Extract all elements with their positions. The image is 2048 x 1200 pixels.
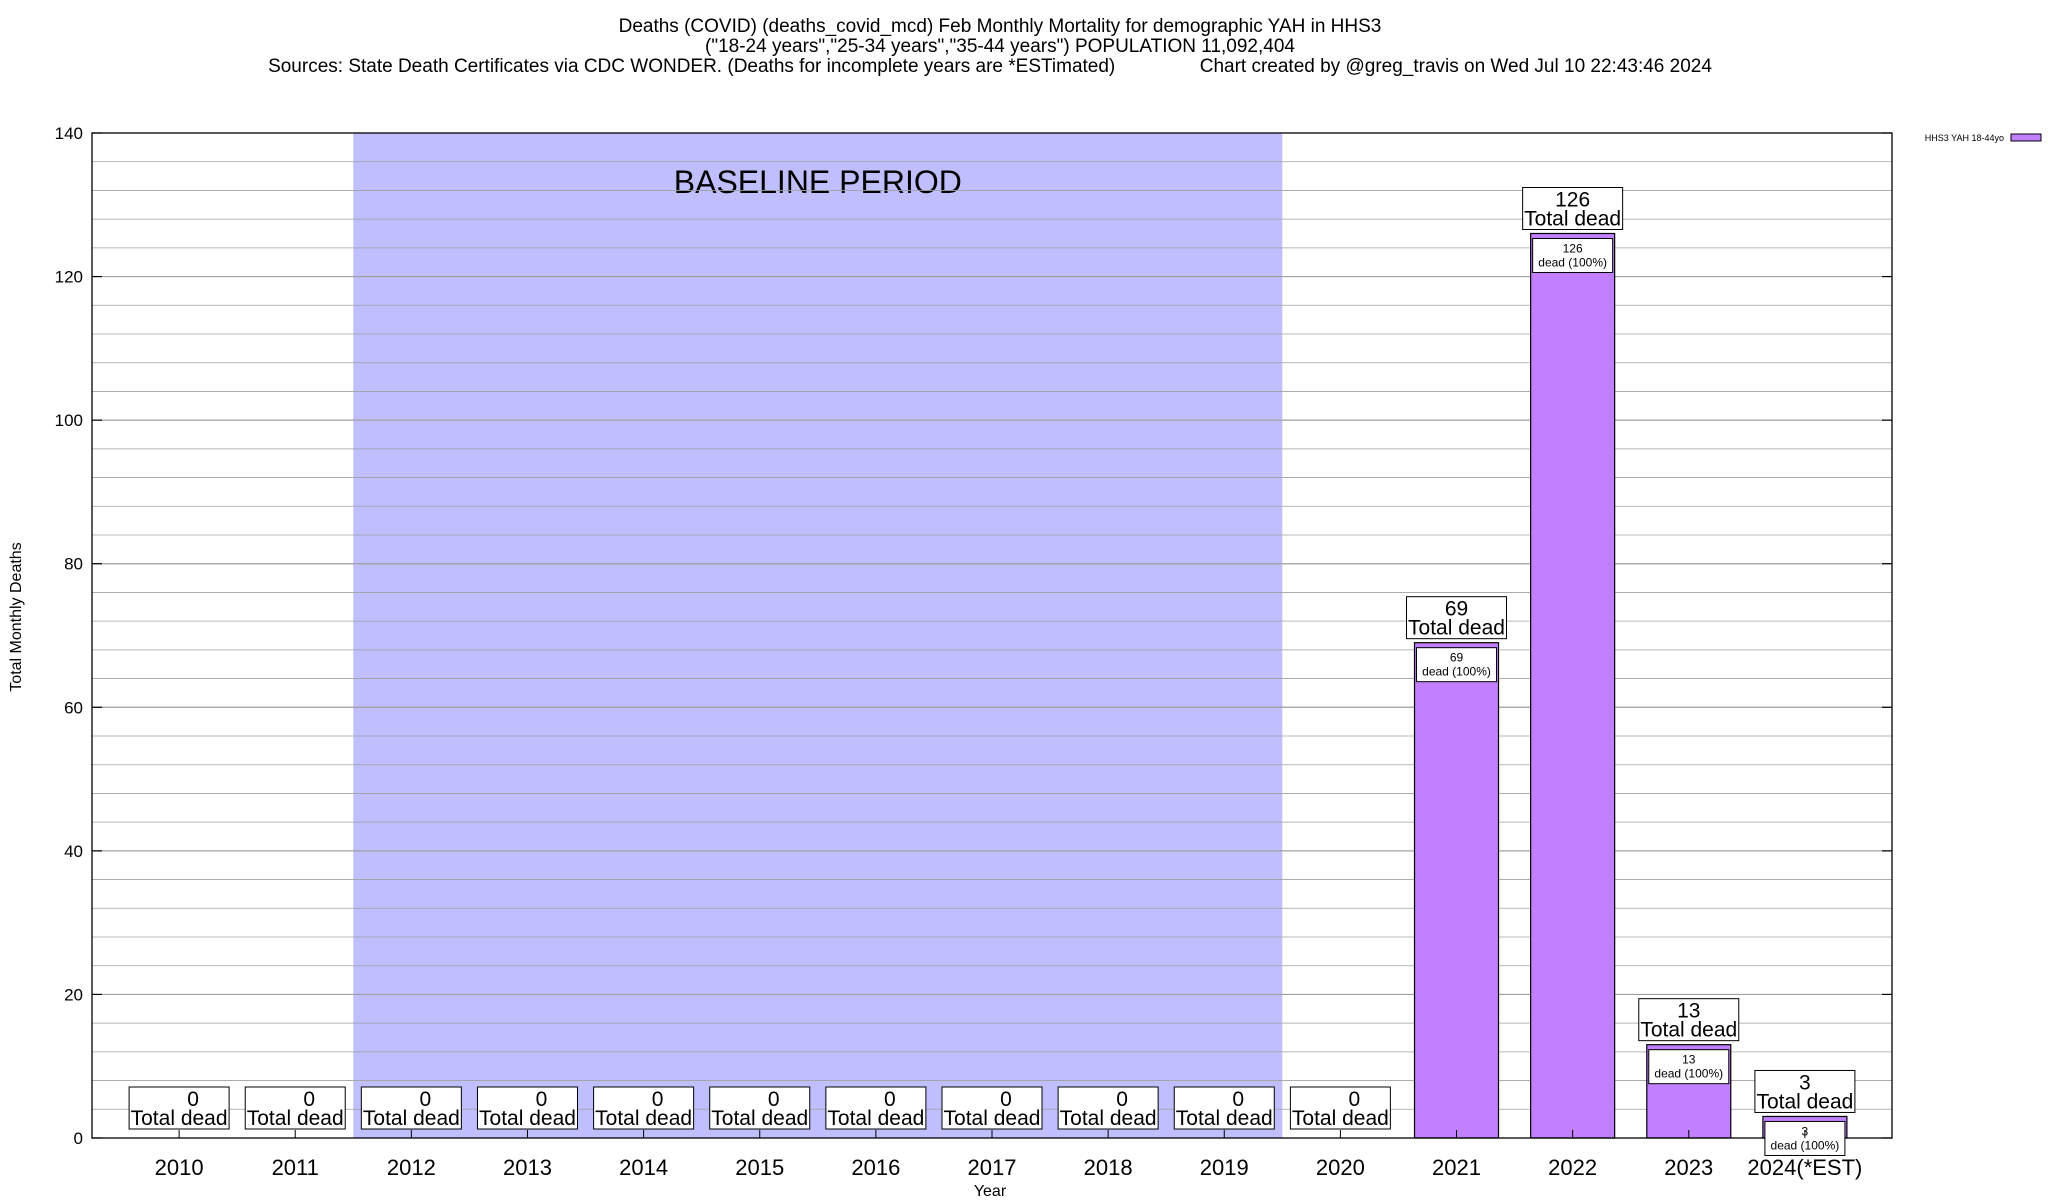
total-value-label: 0 [420, 1088, 432, 1111]
bar [1530, 232, 1616, 1139]
x-axis-label: Year [974, 1183, 1007, 1200]
total-value-label: 0 [884, 1088, 896, 1111]
legend: HHS3 YAH 18-44yo [1925, 133, 2042, 143]
total-dead-label: Total dead [827, 1107, 924, 1130]
total-value-label: 3 [1799, 1071, 1811, 1094]
x-tick-label: 2011 [272, 1155, 319, 1180]
axes-layer: 0 20 40 60 80 100 120 140 2010 2011 2012 2013 2014 20… [55, 124, 1892, 1180]
x-tick-label: 2021 [1432, 1155, 1481, 1180]
y-tick-label: 100 [55, 411, 83, 430]
total-dead-label: Total dead [131, 1107, 228, 1130]
total-value-label: 0 [1000, 1088, 1012, 1111]
total-dead-label: Total dead [479, 1107, 576, 1130]
inner-value-label: 69 [1450, 651, 1464, 665]
x-tick-label: 2023 [1664, 1155, 1713, 1180]
total-label-box [128, 1086, 230, 1130]
total-label-box [593, 1086, 695, 1130]
y-tick-label: 120 [55, 268, 83, 287]
total-label-box [1289, 1086, 1391, 1130]
total-value-label: 0 [187, 1088, 199, 1111]
total-value-label: 0 [1232, 1088, 1244, 1111]
bar [1413, 642, 1500, 1139]
total-label-box [476, 1086, 578, 1130]
inner-label-box [1416, 647, 1498, 683]
total-dead-label: Total dead [711, 1107, 808, 1130]
total-value-label: 0 [652, 1088, 664, 1111]
total-label-box [1522, 187, 1624, 230]
total-dead-label: Total dead [247, 1107, 344, 1130]
inner-label-box [1764, 1120, 1846, 1156]
total-label-box [709, 1086, 811, 1130]
x-tick-label: 2015 [735, 1155, 784, 1180]
x-tick-label: 2013 [503, 1155, 552, 1180]
total-dead-label: Total dead [1292, 1107, 1389, 1130]
total-label-box [1057, 1086, 1159, 1130]
baseline-period-layer: BASELINE PERIOD [353, 133, 1283, 1138]
x-tick-label: 2012 [387, 1155, 436, 1180]
inner-percent-label: dead (100%) [1538, 256, 1607, 270]
total-value-label: 0 [1116, 1088, 1128, 1111]
total-value-label: 0 [1349, 1088, 1361, 1111]
x-tick-label: 2019 [1200, 1155, 1249, 1180]
chart-title: Deaths (COVID) (deaths_covid_mcd) Feb Mo… [619, 16, 1382, 37]
bars-layer [175, 232, 1848, 1139]
y-tick-label: 140 [55, 124, 83, 143]
total-label-box [825, 1086, 927, 1130]
total-dead-label: Total dead [1060, 1107, 1157, 1130]
chart-source-line: Sources: State Death Certificates via CD… [268, 56, 1712, 77]
total-label-box [244, 1086, 346, 1130]
y-tick-label: 0 [74, 1129, 83, 1148]
inner-value-label: 13 [1682, 1053, 1696, 1067]
x-tick-label: 2017 [968, 1155, 1017, 1180]
total-label-box [941, 1086, 1043, 1130]
total-label-box [1754, 1069, 1856, 1113]
total-value-label: 13 [1677, 1000, 1700, 1023]
total-dead-label: Total dead [1524, 208, 1621, 231]
total-dead-label: Total dead [944, 1107, 1041, 1130]
x-tick-label: 2022 [1548, 1155, 1597, 1180]
total-dead-label: Total dead [1176, 1107, 1273, 1130]
y-tick-label: 60 [64, 698, 83, 717]
total-label-box [1638, 998, 1740, 1042]
x-tick-label: 2014 [619, 1155, 668, 1180]
y-axis-label: Total Monthly Deaths [8, 542, 25, 691]
inner-percent-label: dead (100%) [1771, 1138, 1840, 1152]
legend-entry-label: HHS3 YAH 18-44yo [1925, 133, 2004, 143]
inner-value-label: 126 [1563, 242, 1583, 256]
total-value-label: 0 [768, 1088, 780, 1111]
total-dead-label: Total dead [1640, 1019, 1737, 1042]
x-tick-label: 2016 [851, 1155, 900, 1180]
y-tick-label: 20 [64, 985, 83, 1004]
total-value-label: 69 [1445, 598, 1468, 621]
inner-label-box [1648, 1049, 1730, 1085]
total-value-label: 0 [536, 1088, 548, 1111]
total-dead-label: Total dead [595, 1107, 692, 1130]
total-dead-label: Total dead [363, 1107, 460, 1130]
baseline-period-shading [353, 133, 1283, 1138]
x-tick-label: 2018 [1084, 1155, 1133, 1180]
total-value-label: 126 [1555, 189, 1590, 212]
total-label-box [1406, 596, 1508, 640]
x-tick-label: 2010 [155, 1155, 204, 1180]
chart-subtitle: ("18-24 years","25-34 years","35-44 year… [705, 36, 1295, 57]
y-tick-label: 80 [64, 555, 83, 574]
x-tick-label: 2020 [1316, 1155, 1365, 1180]
total-dead-label: Total dead [1408, 617, 1505, 640]
total-value-label: 0 [303, 1088, 315, 1111]
x-tick-label: 2024(*EST) [1747, 1155, 1862, 1180]
inner-label-box [1532, 238, 1614, 273]
baseline-period-label: BASELINE PERIOD [674, 164, 962, 200]
total-dead-label: Total dead [1756, 1090, 1853, 1113]
inner-percent-label: dead (100%) [1654, 1067, 1723, 1081]
y-tick-label: 40 [64, 842, 83, 861]
legend-swatch [2010, 133, 2042, 142]
total-label-box [1173, 1086, 1275, 1130]
total-label-box [360, 1086, 462, 1130]
inner-percent-label: dead (100%) [1422, 665, 1491, 679]
